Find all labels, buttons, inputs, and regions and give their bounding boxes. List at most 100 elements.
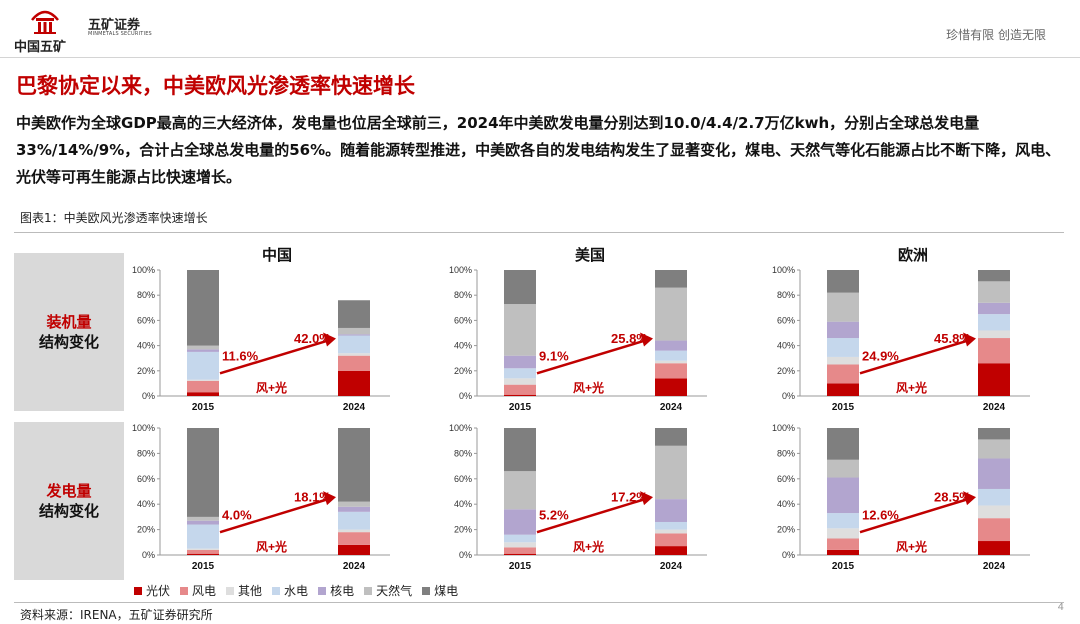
y-tick-label-capacity-europe: 60% <box>777 315 795 325</box>
bar-segment-capacity-europe-2015-水电 <box>827 338 859 357</box>
legend-item: 水电 <box>272 582 308 599</box>
body-paragraph: 中美欧作为全球GDP最高的三大经济体，发电量也位居全球前三，2024年中美欧发电… <box>16 114 1061 186</box>
y-tick-label-generation-europe: 60% <box>777 474 795 484</box>
y-tick-label-generation-china: 60% <box>137 474 155 484</box>
row-label-generation-line2: 结构变化 <box>38 502 99 520</box>
change-label-generation-usa-2015: 5.2% <box>539 507 569 522</box>
y-tick-label-capacity-europe: 40% <box>777 341 795 351</box>
legend-item: 煤电 <box>422 582 458 599</box>
y-tick-label-capacity-europe: 0% <box>782 391 795 401</box>
x-category-label-generation-europe-2024: 2024 <box>983 561 1006 572</box>
bar-segment-generation-china-2024-天然气 <box>338 501 370 507</box>
arrow-head-capacity-usa <box>640 332 653 347</box>
y-tick-label-capacity-usa: 60% <box>454 315 472 325</box>
y-tick-label-generation-europe: 40% <box>777 499 795 509</box>
bar-segment-generation-usa-2015-核电 <box>504 509 536 535</box>
header-slogan: 珍惜有限 创造无限 <box>946 28 1046 42</box>
wind-solar-label-capacity-usa: 风+光 <box>573 380 604 395</box>
bar-segment-capacity-china-2015-水电 <box>187 351 219 380</box>
legend-label: 天然气 <box>376 584 413 598</box>
bar-segment-generation-europe-2024-核电 <box>978 458 1010 489</box>
row-label-capacity-line1: 装机量 <box>46 313 92 331</box>
bar-segment-generation-europe-2015-煤电 <box>827 428 859 460</box>
y-tick-label-capacity-china: 0% <box>142 391 155 401</box>
bar-segment-capacity-china-2024-煤电 <box>338 300 370 328</box>
source-note: 资料来源：IRENA，五矿证券研究所 <box>20 608 213 622</box>
bar-segment-capacity-usa-2024-煤电 <box>655 270 687 288</box>
bar-segment-generation-europe-2024-水电 <box>978 488 1010 506</box>
x-category-label-capacity-europe-2024: 2024 <box>983 402 1006 413</box>
bar-segment-capacity-usa-2024-核电 <box>655 340 687 351</box>
bar-segment-capacity-china-2024-风电 <box>338 355 370 371</box>
bar-segment-capacity-usa-2015-天然气 <box>504 304 536 356</box>
bar-segment-generation-europe-2024-煤电 <box>978 428 1010 440</box>
bar-segment-generation-europe-2015-水电 <box>827 513 859 529</box>
bar-segment-generation-europe-2024-风电 <box>978 518 1010 542</box>
bar-segment-generation-china-2024-光伏 <box>338 544 370 555</box>
bar-segment-generation-europe-2015-核电 <box>827 477 859 514</box>
figure-caption: 图表1：中美欧风光渗透率快速增长 <box>20 211 208 225</box>
legend-swatch <box>272 586 281 595</box>
y-tick-label-capacity-china: 40% <box>137 341 155 351</box>
x-category-label-generation-europe-2015: 2015 <box>832 561 855 572</box>
arrow-line-generation-china <box>219 497 329 534</box>
bar-segment-capacity-usa-2015-水电 <box>504 368 536 379</box>
arrow-head-capacity-europe <box>963 332 976 347</box>
bar-segment-capacity-china-2015-核电 <box>187 349 219 352</box>
y-tick-label-generation-china: 20% <box>137 525 155 535</box>
bar-segment-capacity-china-2015-其他 <box>187 379 219 381</box>
bar-segment-capacity-europe-2024-其他 <box>978 330 1010 339</box>
region-title-europe: 欧洲 <box>898 246 929 264</box>
arrow-head-generation-europe <box>963 491 976 506</box>
bar-segment-capacity-usa-2024-风电 <box>655 363 687 379</box>
bar-segment-generation-europe-2015-光伏 <box>827 549 859 555</box>
legend-label: 光伏 <box>146 584 171 598</box>
bar-segment-generation-usa-2015-煤电 <box>504 428 536 472</box>
bar-segment-generation-china-2015-其他 <box>187 548 219 550</box>
bar-segment-capacity-usa-2015-其他 <box>504 378 536 385</box>
region-title-usa: 美国 <box>575 246 606 264</box>
bar-segment-capacity-china-2024-水电 <box>338 335 370 354</box>
wind-solar-label-capacity-china: 风+光 <box>256 380 287 395</box>
bar-segment-capacity-europe-2015-其他 <box>827 356 859 365</box>
change-label-capacity-europe-2015: 24.9% <box>862 349 899 364</box>
x-category-label-capacity-usa-2015: 2015 <box>509 402 532 413</box>
change-label-capacity-usa-2015: 9.1% <box>539 349 569 364</box>
y-tick-label-generation-china: 40% <box>137 499 155 509</box>
wind-solar-label-generation-europe: 风+光 <box>896 539 927 554</box>
bar-segment-generation-europe-2024-天然气 <box>978 439 1010 459</box>
y-tick-label-generation-europe: 100% <box>772 423 795 433</box>
y-tick-label-capacity-europe: 100% <box>772 265 795 275</box>
x-category-label-capacity-usa-2024: 2024 <box>660 402 683 413</box>
bar-segment-generation-usa-2015-光伏 <box>504 553 536 555</box>
change-label-generation-china-2015: 4.0% <box>222 507 252 522</box>
bar-segment-capacity-usa-2015-煤电 <box>504 270 536 305</box>
y-tick-label-generation-europe: 20% <box>777 525 795 535</box>
bar-segment-capacity-europe-2024-水电 <box>978 314 1010 331</box>
bar-segment-generation-china-2015-核电 <box>187 520 219 525</box>
y-tick-label-capacity-usa: 80% <box>454 290 472 300</box>
arrow-line-capacity-europe <box>859 339 969 375</box>
row-label-generation-line1: 发电量 <box>46 482 92 500</box>
footer-divider <box>14 602 1064 603</box>
x-category-label-capacity-china-2024: 2024 <box>343 402 366 413</box>
legend-item: 核电 <box>318 582 354 599</box>
legend-item: 光伏 <box>134 582 170 599</box>
bar-segment-capacity-europe-2024-光伏 <box>978 363 1010 396</box>
bar-segment-generation-china-2015-天然气 <box>187 516 219 521</box>
y-tick-label-capacity-europe: 80% <box>777 290 795 300</box>
bar-segment-generation-usa-2024-水电 <box>655 521 687 530</box>
legend-item: 风电 <box>180 582 216 599</box>
legend-label: 其他 <box>238 584 263 598</box>
y-tick-label-capacity-china: 60% <box>137 315 155 325</box>
arrow-head-capacity-china <box>323 332 336 347</box>
y-tick-label-generation-usa: 60% <box>454 474 472 484</box>
bar-segment-capacity-usa-2015-光伏 <box>504 394 536 396</box>
bar-segment-capacity-europe-2024-天然气 <box>978 281 1010 303</box>
bar-segment-generation-usa-2015-天然气 <box>504 471 536 510</box>
row-label-capacity: 装机量 结构变化 <box>14 253 124 411</box>
arrow-line-generation-usa <box>536 497 646 534</box>
legend-label: 水电 <box>284 584 309 598</box>
bar-segment-generation-china-2015-水电 <box>187 524 219 549</box>
y-tick-label-capacity-china: 100% <box>132 265 155 275</box>
